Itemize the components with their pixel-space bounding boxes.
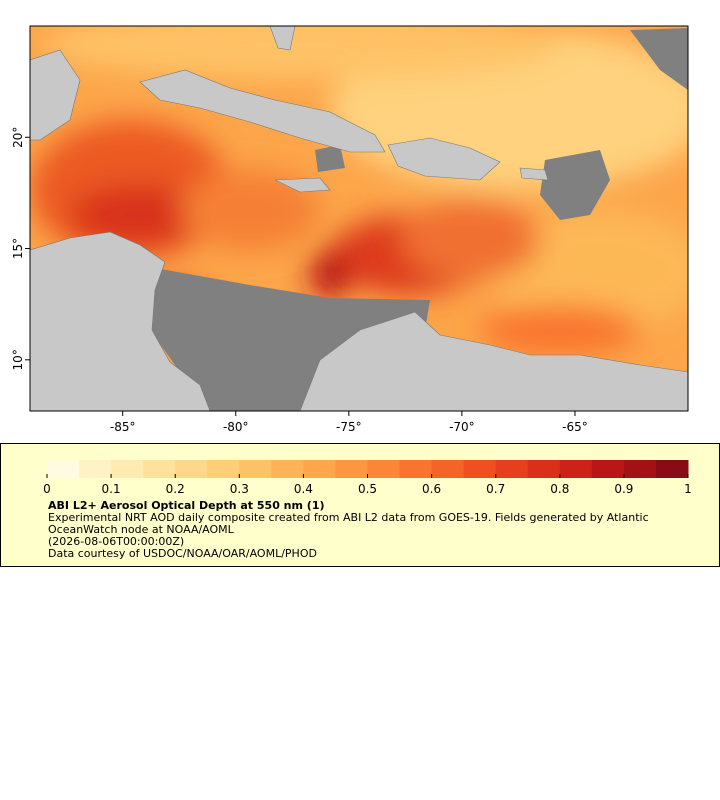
land bbox=[30, 231, 211, 411]
land bbox=[139, 69, 386, 153]
legend-text: ABI L2+ Aerosol Optical Depth at 550 nm … bbox=[48, 500, 688, 560]
land bbox=[299, 311, 688, 411]
colorbar-block bbox=[399, 460, 433, 478]
y-tick-label: 10° bbox=[11, 349, 25, 370]
colorbar-block bbox=[271, 460, 304, 478]
colorbar-block bbox=[559, 460, 593, 478]
x-tick-label: -65° bbox=[562, 420, 588, 434]
y-tick-label: 20° bbox=[11, 127, 25, 148]
x-tick-label: -75° bbox=[336, 420, 362, 434]
colorbar-tick-label: 0.2 bbox=[166, 482, 185, 496]
x-tick-label: -70° bbox=[449, 420, 475, 434]
no-data bbox=[150, 268, 430, 411]
land bbox=[519, 167, 549, 181]
colorbar-block bbox=[367, 460, 401, 478]
colorbar-block bbox=[111, 460, 144, 478]
x-tick-label: -85° bbox=[110, 420, 136, 434]
legend-line: (2026-08-06T00:00:00Z) bbox=[48, 535, 185, 548]
legend-line: Data courtesy of USDOC/NOAA/OAR/AOML/PHO… bbox=[48, 547, 317, 560]
colorbar-block bbox=[143, 460, 176, 478]
map-area bbox=[30, 26, 688, 411]
colorbar-block bbox=[303, 460, 336, 478]
colorbar-block bbox=[495, 460, 529, 478]
land bbox=[269, 26, 296, 51]
colorbar-block bbox=[463, 460, 497, 478]
colorbar-tick-label: 0.9 bbox=[614, 482, 633, 496]
colorbar-block bbox=[79, 460, 112, 478]
colorbar-tick-label: 0.7 bbox=[486, 482, 505, 496]
colorbar-block bbox=[239, 460, 272, 478]
colorbar-block bbox=[335, 460, 368, 478]
colorbar-tick-label: 0.1 bbox=[102, 482, 121, 496]
y-tick-label: 15° bbox=[11, 238, 25, 259]
colorbar-tick-label: 1 bbox=[684, 482, 692, 496]
colorbar-tick-label: 0.8 bbox=[550, 482, 569, 496]
colorbar-tick-label: 0 bbox=[43, 482, 51, 496]
colorbar-block bbox=[47, 460, 80, 478]
map-frame bbox=[29, 25, 689, 412]
no-data bbox=[630, 28, 688, 90]
x-tick-label: -80° bbox=[223, 420, 249, 434]
colorbar-block bbox=[207, 460, 240, 478]
land bbox=[387, 137, 501, 181]
colorbar-block bbox=[175, 460, 208, 478]
land bbox=[274, 177, 331, 193]
colorbar-block bbox=[655, 460, 689, 478]
colorbar-block bbox=[527, 460, 561, 478]
colorbar-tick-label: 0.6 bbox=[422, 482, 441, 496]
legend-title: ABI L2+ Aerosol Optical Depth at 550 nm … bbox=[48, 499, 325, 512]
colorbar-tick-label: 0.5 bbox=[358, 482, 377, 496]
colorbar-block bbox=[431, 460, 465, 478]
colorbar-block bbox=[623, 460, 657, 478]
colorbar-tick-label: 0.4 bbox=[294, 482, 313, 496]
colorbar-tick-label: 0.3 bbox=[230, 482, 249, 496]
land bbox=[30, 49, 81, 141]
no-data bbox=[315, 145, 345, 172]
no-data bbox=[540, 150, 610, 220]
legend-line: Experimental NRT AOD daily composite cre… bbox=[48, 511, 649, 536]
colorbar-block bbox=[591, 460, 625, 478]
